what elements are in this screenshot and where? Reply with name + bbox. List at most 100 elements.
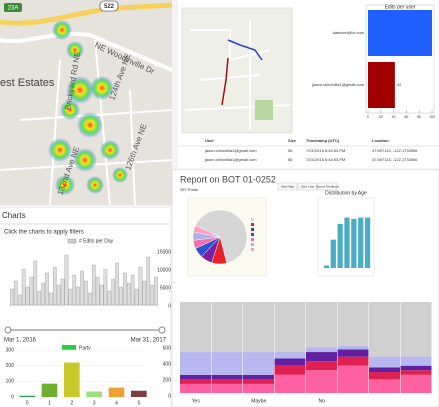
chart-title: Edits per user xyxy=(385,4,416,10)
bar xyxy=(49,292,53,306)
stack-segment xyxy=(274,352,306,359)
button[interactable] xyxy=(277,182,298,191)
stack-segment xyxy=(400,356,432,366)
stack-segment xyxy=(243,352,274,375)
bar xyxy=(10,288,14,306)
button-label[interactable]: Export Feedback xyxy=(316,184,339,188)
legend-entry: Party xyxy=(79,345,91,351)
x-tick-label: Yes xyxy=(192,398,201,404)
bar xyxy=(41,282,45,306)
y-tick-label: 200 xyxy=(6,363,15,369)
stack-segment xyxy=(400,302,432,357)
column-header: User xyxy=(205,138,214,143)
report-charts: View Map View Lists Export Feedback Yes Mayb… xyxy=(180,182,432,404)
stack-segment xyxy=(180,374,211,380)
y2-tick-label: 5000 xyxy=(160,285,171,291)
legend-entry: # Edits per Day xyxy=(79,238,114,244)
stack-segment xyxy=(400,365,432,371)
bar xyxy=(364,217,371,268)
place-label: est Estates xyxy=(0,77,55,89)
x-tick-label: 60 xyxy=(404,115,408,119)
bar xyxy=(323,265,330,268)
y-tick-label: jason.chinchilla1@gmail.com xyxy=(311,82,364,87)
panel-title: Charts xyxy=(2,211,26,220)
stack-segment xyxy=(180,302,211,353)
x-tick-label: 2 xyxy=(70,400,73,406)
bar xyxy=(368,10,432,56)
date-end: Mar 31, 2017 xyxy=(131,338,167,344)
bar xyxy=(19,395,35,397)
y2-tick-label: 0 xyxy=(168,393,171,399)
stack-segment xyxy=(400,370,432,375)
bar xyxy=(330,239,336,268)
stack-segment xyxy=(400,374,432,393)
legend-swatch xyxy=(251,223,254,226)
cell: 47.697113, -122.1733966 xyxy=(372,148,418,153)
bar xyxy=(134,288,139,306)
cell: 7/21/2015 6:44:53 PM xyxy=(306,148,345,153)
bar xyxy=(33,260,38,306)
stack-segment xyxy=(337,356,369,366)
stack-segment xyxy=(306,347,337,353)
legend-swatch xyxy=(251,218,254,221)
route-badge: 23A xyxy=(8,6,19,12)
legend-swatch xyxy=(251,243,254,246)
y-tick-label: dawhoel@ici.com xyxy=(333,30,365,35)
bar xyxy=(86,391,102,397)
bar xyxy=(99,284,104,306)
x-tick-label: 0 xyxy=(367,115,369,119)
column-header: Timestamp (UTC) xyxy=(306,138,340,143)
button-label[interactable]: View Lists xyxy=(301,184,315,188)
stack-segment xyxy=(243,383,274,393)
stack-segment xyxy=(337,365,369,393)
x-tick-label: 4 xyxy=(115,400,118,406)
stack-segment xyxy=(274,374,306,393)
bar xyxy=(142,280,147,306)
legend-swatch xyxy=(251,228,254,231)
stack-segment xyxy=(243,302,274,353)
x-tick-label: No xyxy=(319,398,326,404)
legend-swatch xyxy=(62,345,76,350)
date-start: Mar 1, 2016 xyxy=(4,338,37,344)
bar xyxy=(80,270,84,306)
stack-segment xyxy=(369,379,400,393)
bar xyxy=(84,280,88,306)
stack-segment xyxy=(337,349,369,357)
column-header: Size xyxy=(288,138,297,143)
bar xyxy=(111,278,116,306)
y2-tick-label: 0 xyxy=(168,303,171,309)
cell: jason.chinchilla1@gmail.com xyxy=(204,157,257,162)
button[interactable] xyxy=(317,182,338,191)
heat-map: 23A 522 NE Woodinville Dr est Estates Br… xyxy=(0,0,173,206)
stack-segment xyxy=(369,356,400,368)
stack-segment xyxy=(274,365,306,375)
stack-segment xyxy=(211,383,243,393)
y2-tick-label: 600 xyxy=(163,345,172,351)
button-label[interactable]: View Map xyxy=(281,184,294,188)
bar xyxy=(154,276,158,306)
stack-segment xyxy=(243,374,274,380)
bar xyxy=(107,290,112,306)
bar xyxy=(72,274,77,306)
bar xyxy=(52,266,57,306)
x-tick-label: 3 xyxy=(93,400,96,406)
bar xyxy=(29,276,34,306)
stack-segment xyxy=(337,345,369,350)
bar xyxy=(108,387,125,397)
x-tick-label: 80 xyxy=(417,115,421,119)
bar xyxy=(146,256,151,306)
stack-segment xyxy=(337,302,369,346)
stack-segment xyxy=(369,367,400,373)
cell: 56 xyxy=(288,157,293,162)
stack-segment xyxy=(306,370,337,393)
bar xyxy=(95,276,100,306)
bar xyxy=(119,286,123,306)
pie-slice xyxy=(193,225,221,238)
report-subtitle: 257 Posts xyxy=(180,187,198,192)
button[interactable] xyxy=(297,182,318,191)
bar xyxy=(14,280,18,306)
bar xyxy=(131,390,147,397)
stack-segment xyxy=(274,358,306,366)
bar xyxy=(123,272,127,306)
